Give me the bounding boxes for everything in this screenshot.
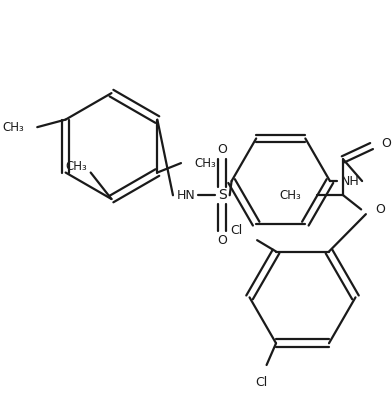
Text: Cl: Cl	[256, 375, 268, 388]
Text: Cl: Cl	[230, 224, 243, 237]
Text: CH₃: CH₃	[194, 156, 216, 169]
Text: CH₃: CH₃	[280, 189, 301, 202]
Text: O: O	[381, 137, 391, 150]
Text: S: S	[218, 188, 227, 202]
Text: O: O	[375, 203, 385, 216]
Text: NH: NH	[340, 175, 359, 188]
Text: CH₃: CH₃	[65, 160, 87, 173]
Text: O: O	[217, 143, 227, 156]
Text: CH₃: CH₃	[2, 121, 24, 134]
Text: O: O	[217, 234, 227, 247]
Text: HN: HN	[177, 189, 196, 202]
